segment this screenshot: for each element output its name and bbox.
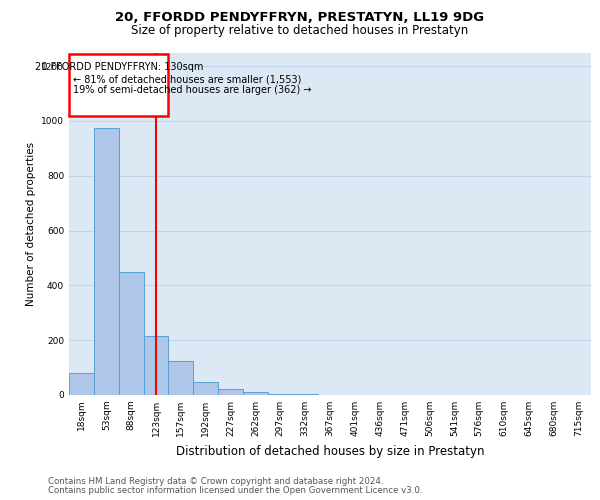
Bar: [94, 128, 119, 395]
Y-axis label: Number of detached properties: Number of detached properties: [26, 142, 35, 306]
Bar: [169, 361, 193, 395]
Bar: [143, 336, 169, 395]
Text: ← 81% of detached houses are smaller (1,553): ← 81% of detached houses are smaller (1,…: [73, 74, 302, 85]
Bar: [69, 373, 94, 395]
Text: 20, FFORDD PENDYFFRYN, PRESTATYN, LL19 9DG: 20, FFORDD PENDYFFRYN, PRESTATYN, LL19 9…: [115, 11, 485, 24]
Bar: [119, 272, 143, 395]
FancyBboxPatch shape: [70, 54, 168, 116]
Text: Contains public sector information licensed under the Open Government Licence v3: Contains public sector information licen…: [48, 486, 422, 495]
X-axis label: Distribution of detached houses by size in Prestatyn: Distribution of detached houses by size …: [176, 444, 484, 458]
Bar: [218, 389, 243, 395]
Bar: [293, 394, 317, 395]
Bar: [243, 392, 268, 395]
Text: 20 FFORDD PENDYFFRYN: 130sqm: 20 FFORDD PENDYFFRYN: 130sqm: [35, 62, 203, 72]
Text: Size of property relative to detached houses in Prestatyn: Size of property relative to detached ho…: [131, 24, 469, 37]
Text: Contains HM Land Registry data © Crown copyright and database right 2024.: Contains HM Land Registry data © Crown c…: [48, 477, 383, 486]
Text: 19% of semi-detached houses are larger (362) →: 19% of semi-detached houses are larger (…: [73, 86, 312, 96]
Bar: [193, 382, 218, 395]
Bar: [268, 394, 293, 395]
